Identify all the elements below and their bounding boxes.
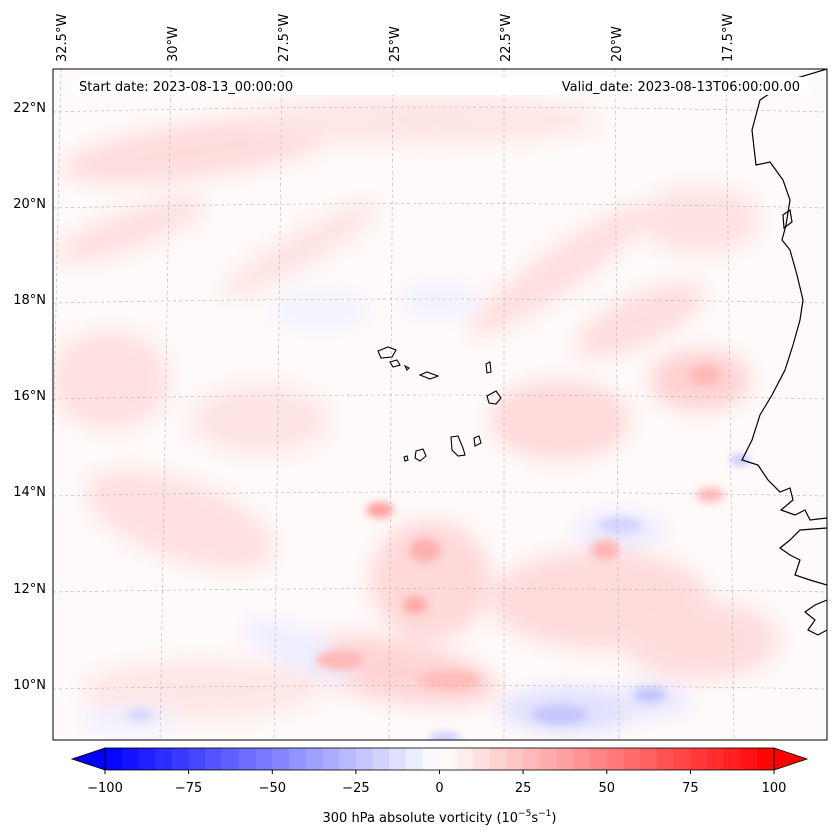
colorbar-segment <box>472 748 491 770</box>
lat-label-12n: 12°N <box>13 582 46 597</box>
colorbar-segment <box>339 748 357 770</box>
colorbar-segment <box>422 748 441 770</box>
colorbar-segment <box>255 748 273 770</box>
start-date-label: Start date: 2023-08-13_00:00:00 <box>79 80 293 95</box>
island-maio <box>473 435 482 447</box>
cb-tick-label: −50 <box>259 781 286 796</box>
colorbar-segment <box>222 748 240 770</box>
lat-label-22n: 22°N <box>13 101 46 116</box>
colorbar-tick-labels: −100 −75 −50 −25 0 25 50 75 100 <box>87 781 786 796</box>
island-santa-luzia <box>403 364 410 371</box>
colorbar-segment <box>656 748 675 770</box>
island-sao-vicente <box>389 359 401 368</box>
valid-date-box <box>315 77 809 95</box>
colorbar-segment <box>188 748 206 770</box>
coastline <box>741 69 827 636</box>
cb-tick-label: 75 <box>682 781 699 796</box>
cb-tick-label: −25 <box>342 781 369 796</box>
colorbar-segment <box>757 748 775 770</box>
longitude-labels: 32.5°W 30°W 27.5°W 25°W 22.5°W 20°W 17.5… <box>55 14 736 62</box>
island-sal <box>485 361 492 374</box>
lon-label-20w: 20°W <box>610 26 625 62</box>
colorbar-segment <box>305 748 323 770</box>
island-santiago <box>450 435 466 457</box>
lat-label-18n: 18°N <box>13 293 46 308</box>
colorbar-segment <box>406 748 424 770</box>
lon-label-17-5w: 17.5°W <box>721 14 736 62</box>
colorbar-ticks <box>104 770 775 774</box>
cb-tick-label: −75 <box>175 781 202 796</box>
colorbar-segment <box>707 748 725 770</box>
cb-tick-label: 25 <box>515 781 532 796</box>
colorbar-segment <box>372 748 390 770</box>
colorbar-segment <box>238 748 257 770</box>
island-fogo <box>414 448 427 462</box>
graticule <box>53 69 827 740</box>
colorbar-segment <box>673 748 691 770</box>
island-santo-antao <box>377 346 397 359</box>
colorbar-segment <box>640 748 658 770</box>
colorbar-segment <box>105 748 123 770</box>
map-panel: Start date: 2023-08-13_00:00:00 Valid_da… <box>13 14 828 741</box>
colorbar-segment <box>439 748 457 770</box>
vorticity-field <box>53 95 780 740</box>
colorbar-segment <box>573 748 591 770</box>
latitude-labels: 22°N 20°N 18°N 16°N 14°N 12°N 10°N <box>13 101 46 693</box>
colorbar-segment <box>171 748 190 770</box>
colorbar-segment <box>389 748 407 770</box>
colorbar-extend-min <box>70 747 106 771</box>
colorbar-segment <box>322 748 340 770</box>
colorbar-segment <box>205 748 223 770</box>
map-frame <box>52 68 828 741</box>
colorbar: −100 −75 −50 −25 0 25 50 75 100 300 hPa … <box>70 747 809 826</box>
colorbar-segment <box>556 748 574 770</box>
cb-tick-label: 0 <box>435 781 443 796</box>
colorbar-extend-max <box>773 747 809 771</box>
cb-tick-label: −100 <box>87 781 123 796</box>
cb-tick-label: 100 <box>762 781 787 796</box>
lat-label-20n: 20°N <box>13 197 46 212</box>
island-boa-vista <box>486 390 502 405</box>
lon-label-32-5w: 32.5°W <box>55 14 70 62</box>
lat-label-10n: 10°N <box>13 678 46 693</box>
lat-label-16n: 16°N <box>13 389 46 404</box>
lat-label-14n: 14°N <box>13 485 46 500</box>
colorbar-segment <box>121 748 139 770</box>
island-sao-nicolau <box>418 371 440 380</box>
colorbar-segment <box>155 748 173 770</box>
colorbar-segment <box>489 748 507 770</box>
colorbar-segment <box>456 748 474 770</box>
colorbar-segments <box>105 748 775 770</box>
colorbar-segment <box>506 748 524 770</box>
colorbar-label: 300 hPa absolute vorticity (10−5s−1) <box>323 809 557 826</box>
colorbar-segment <box>539 748 558 770</box>
colorbar-segment <box>272 748 290 770</box>
lon-label-25w: 25°W <box>388 26 403 62</box>
island-brava <box>403 455 409 462</box>
colorbar-segment <box>590 748 608 770</box>
colorbar-segment <box>723 748 742 770</box>
colorbar-segment <box>690 748 708 770</box>
colorbar-segment <box>523 748 541 770</box>
islands <box>377 346 502 462</box>
lon-label-30w: 30°W <box>166 26 181 62</box>
colorbar-segment <box>740 748 758 770</box>
lon-label-27-5w: 27.5°W <box>277 14 292 62</box>
valid-date-label: Valid_date: 2023-08-13T06:00:00.00 <box>562 80 800 95</box>
lon-label-22-5w: 22.5°W <box>499 14 514 62</box>
cb-tick-label: 50 <box>599 781 616 796</box>
colorbar-segment <box>138 748 156 770</box>
start-date-box <box>72 77 315 95</box>
colorbar-segment <box>355 748 374 770</box>
colorbar-segment <box>623 748 641 770</box>
colorbar-segment <box>606 748 624 770</box>
colorbar-segment <box>288 748 307 770</box>
